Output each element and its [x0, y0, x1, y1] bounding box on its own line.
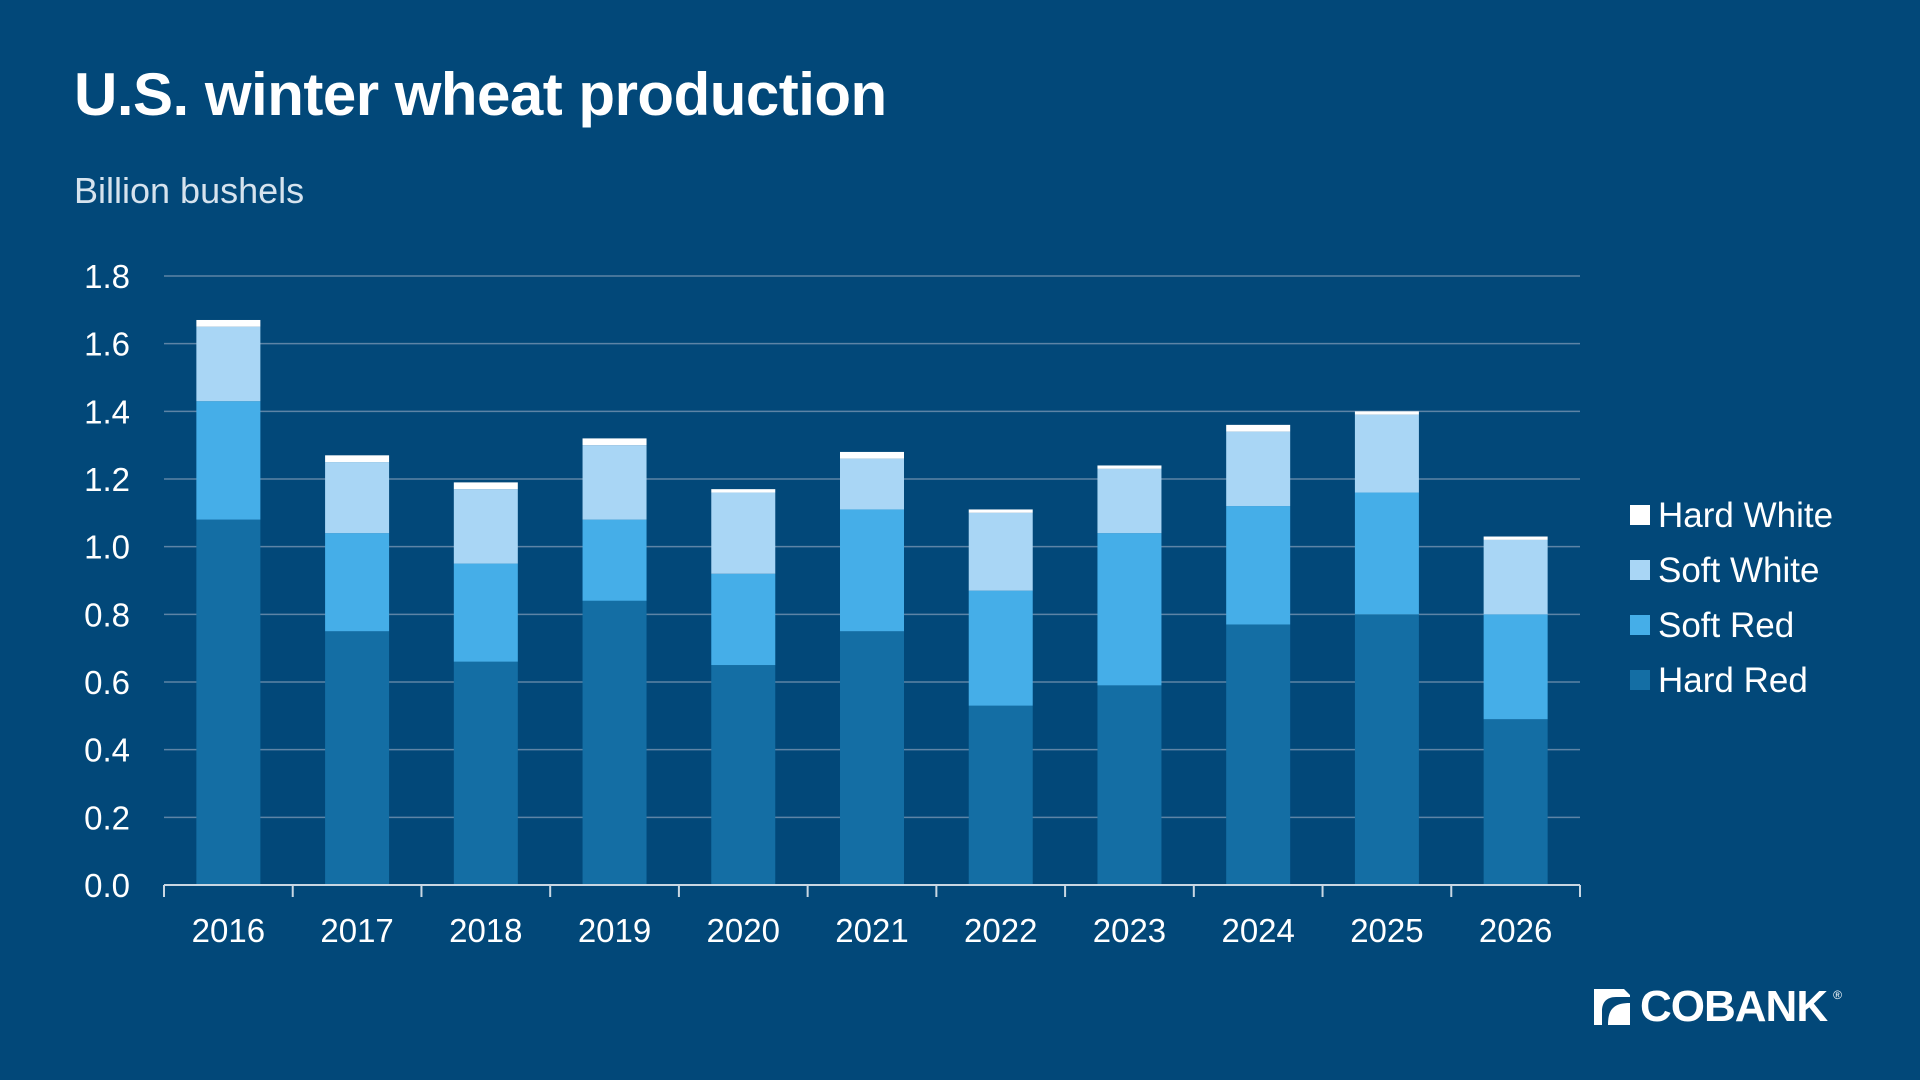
legend-label: Soft Red — [1658, 606, 1794, 645]
y-tick-label: 0.0 — [84, 867, 130, 904]
y-tick-label: 0.4 — [84, 732, 130, 769]
bar-soft-red-2017 — [325, 533, 390, 632]
bar-hard-red-2020 — [711, 665, 776, 885]
y-tick-label: 0.8 — [84, 596, 130, 633]
bar-soft-white-2019 — [582, 445, 647, 520]
cobank-logo-icon — [1594, 989, 1630, 1025]
bar-hard-white-2026 — [1483, 536, 1548, 540]
y-axis-tick-labels: 0.0 0.2 0.4 0.6 0.8 1.0 1.2 1.4 1.6 1.8 — [84, 258, 130, 904]
bar-soft-white-2025 — [1354, 414, 1419, 493]
bar-hard-white-2017 — [325, 455, 390, 463]
bar-soft-white-2023 — [1097, 468, 1162, 534]
bar-hard-white-2021 — [840, 451, 904, 459]
logo-registered-mark: ® — [1833, 988, 1842, 1002]
x-tick-label: 2018 — [449, 912, 522, 949]
bar-hard-white-2019 — [582, 438, 647, 446]
y-tick-label: 1.4 — [84, 393, 130, 430]
bar-soft-red-2022 — [968, 590, 1033, 706]
bar-soft-red-2025 — [1354, 492, 1419, 615]
bar-hard-red-2025 — [1354, 614, 1419, 885]
x-tick-label: 2026 — [1479, 912, 1552, 949]
legend: Hard White Soft White Soft Red Hard Red — [1630, 496, 1833, 700]
bar-soft-white-2017 — [325, 462, 390, 534]
bar-hard-red-2019 — [582, 600, 647, 885]
bar-hard-white-2016 — [196, 319, 261, 327]
chart-title: U.S. winter wheat production — [74, 61, 887, 128]
cobank-logo: COBANK ® — [1590, 982, 1842, 1032]
x-axis: 2016 2017 2018 2019 2020 2021 2022 2023 2024 2025… — [163, 884, 1581, 949]
bar-soft-red-2016 — [196, 401, 261, 520]
legend-label: Hard Red — [1658, 661, 1808, 700]
bar-soft-red-2026 — [1483, 614, 1548, 720]
y-tick-label: 1.6 — [84, 326, 130, 363]
legend-swatch-hard-red — [1630, 670, 1650, 690]
y-tick-label: 1.0 — [84, 529, 130, 566]
legend-label: Hard White — [1658, 496, 1833, 535]
x-tick-label: 2025 — [1350, 912, 1423, 949]
bar-soft-red-2024 — [1226, 506, 1291, 625]
legend-swatch-soft-red — [1630, 615, 1650, 635]
x-tick-label: 2023 — [1093, 912, 1166, 949]
bar-hard-white-2025 — [1354, 411, 1419, 415]
bar-hard-white-2018 — [453, 482, 518, 490]
bar-hard-red-2016 — [196, 519, 261, 885]
chart-subtitle: Billion bushels — [74, 170, 305, 211]
bar-hard-red-2026 — [1483, 719, 1548, 885]
legend-swatch-hard-white — [1630, 505, 1650, 525]
bar-hard-white-2022 — [968, 509, 1033, 513]
bar-soft-white-2020 — [711, 492, 776, 574]
bar-soft-red-2023 — [1097, 533, 1162, 686]
bar-series — [196, 319, 1548, 885]
x-tick-label: 2016 — [192, 912, 265, 949]
bar-soft-white-2026 — [1483, 539, 1548, 615]
bar-hard-red-2022 — [968, 705, 1033, 885]
bar-soft-white-2018 — [453, 489, 518, 564]
bar-hard-red-2024 — [1226, 624, 1291, 885]
legend-label: Soft White — [1658, 551, 1819, 590]
y-tick-label: 1.8 — [84, 258, 130, 295]
bar-soft-white-2022 — [968, 512, 1033, 591]
x-tick-label: 2019 — [578, 912, 651, 949]
bar-hard-white-2023 — [1097, 465, 1162, 469]
bar-hard-red-2023 — [1097, 685, 1162, 885]
bar-hard-red-2021 — [840, 631, 904, 885]
x-tick-label: 2020 — [707, 912, 780, 949]
bar-soft-white-2021 — [840, 458, 904, 510]
x-tick-label: 2022 — [964, 912, 1037, 949]
bar-soft-white-2016 — [196, 326, 261, 402]
legend-swatch-soft-white — [1630, 560, 1650, 580]
bar-hard-white-2024 — [1226, 424, 1291, 432]
x-tick-label: 2024 — [1221, 912, 1294, 949]
y-tick-label: 1.2 — [84, 461, 130, 498]
bar-soft-white-2024 — [1226, 431, 1291, 507]
y-tick-label: 0.6 — [84, 664, 130, 701]
x-tick-label: 2017 — [320, 912, 393, 949]
bar-hard-red-2017 — [325, 631, 390, 885]
bar-soft-red-2018 — [453, 563, 518, 662]
y-tick-label: 0.2 — [84, 799, 130, 836]
bar-hard-red-2018 — [453, 661, 518, 885]
bar-hard-white-2020 — [711, 489, 776, 493]
bar-soft-red-2020 — [711, 573, 776, 666]
bar-soft-red-2019 — [582, 519, 647, 601]
logo-wordmark: COBANK — [1640, 982, 1828, 1031]
bar-soft-red-2021 — [840, 509, 904, 632]
x-tick-label: 2021 — [835, 912, 908, 949]
